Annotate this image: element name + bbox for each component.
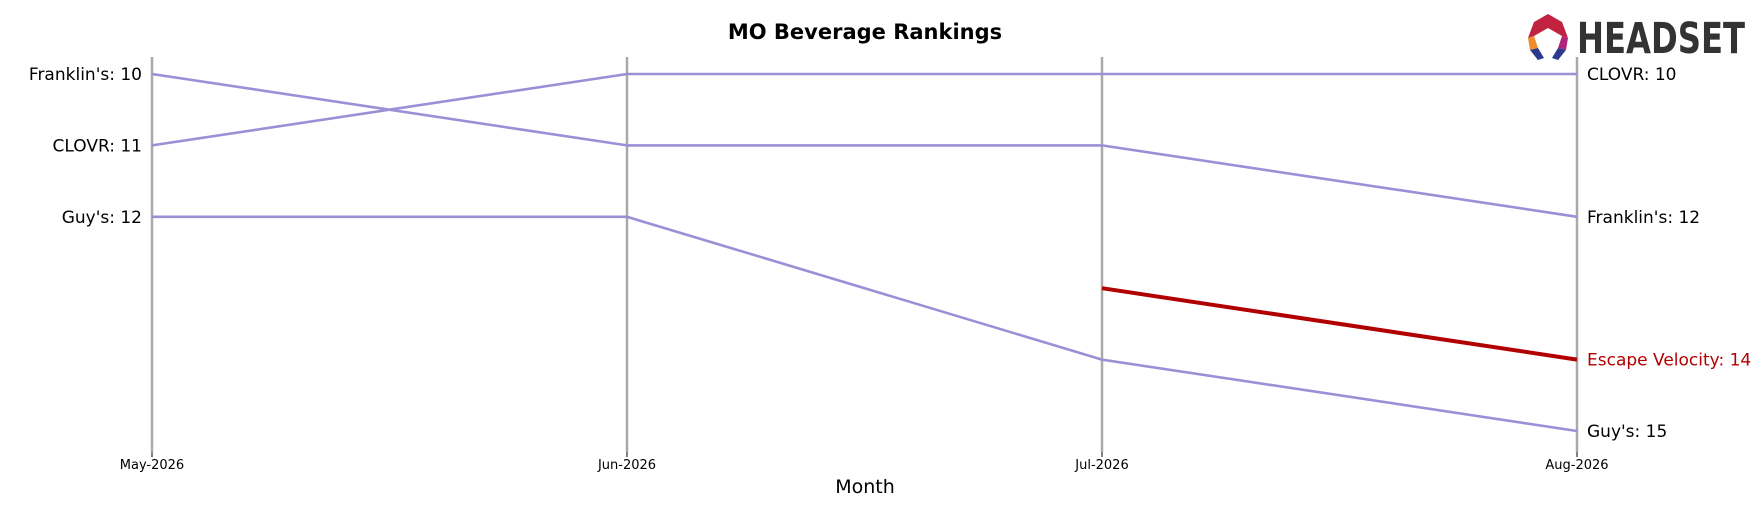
end-label: Guy's: 15 <box>1587 422 1667 442</box>
headset-logo: HEADSET <box>1528 14 1745 64</box>
x-axis-label: Month <box>835 476 895 498</box>
end-label: Franklin's: 12 <box>1587 208 1700 228</box>
series-lines <box>151 72 1578 433</box>
x-tick-label: Jul-2026 <box>1074 458 1128 473</box>
x-tick-label: Jun-2026 <box>597 458 656 473</box>
start-label: Guy's: 12 <box>62 208 142 228</box>
end-label: CLOVR: 10 <box>1587 65 1677 85</box>
chart-title: MO Beverage Rankings <box>728 20 1002 44</box>
series-line-franklin-s <box>151 72 1578 219</box>
headset-logo-text: HEADSET <box>1577 14 1745 64</box>
month-gridlines <box>150 57 1579 452</box>
start-label: Franklin's: 10 <box>29 65 142 85</box>
series-line-guy-s <box>152 215 1578 433</box>
series-line-clovr <box>151 72 1577 147</box>
headset-logo-mark-icon <box>1528 14 1568 60</box>
x-tick-label: Aug-2026 <box>1545 458 1608 473</box>
series-line-escape-velocity <box>1101 286 1578 362</box>
series-labels: Franklin's: 10 Franklin's: 12 CLOVR: 11 CLO… <box>29 65 1751 442</box>
x-tick-labels: May-2026 Jun-2026 Jul-2026 Aug-2026 <box>120 452 1609 473</box>
end-label: Escape Velocity: 14 <box>1587 351 1751 371</box>
start-label: CLOVR: 11 <box>53 136 143 156</box>
x-tick-label: May-2026 <box>120 458 184 473</box>
